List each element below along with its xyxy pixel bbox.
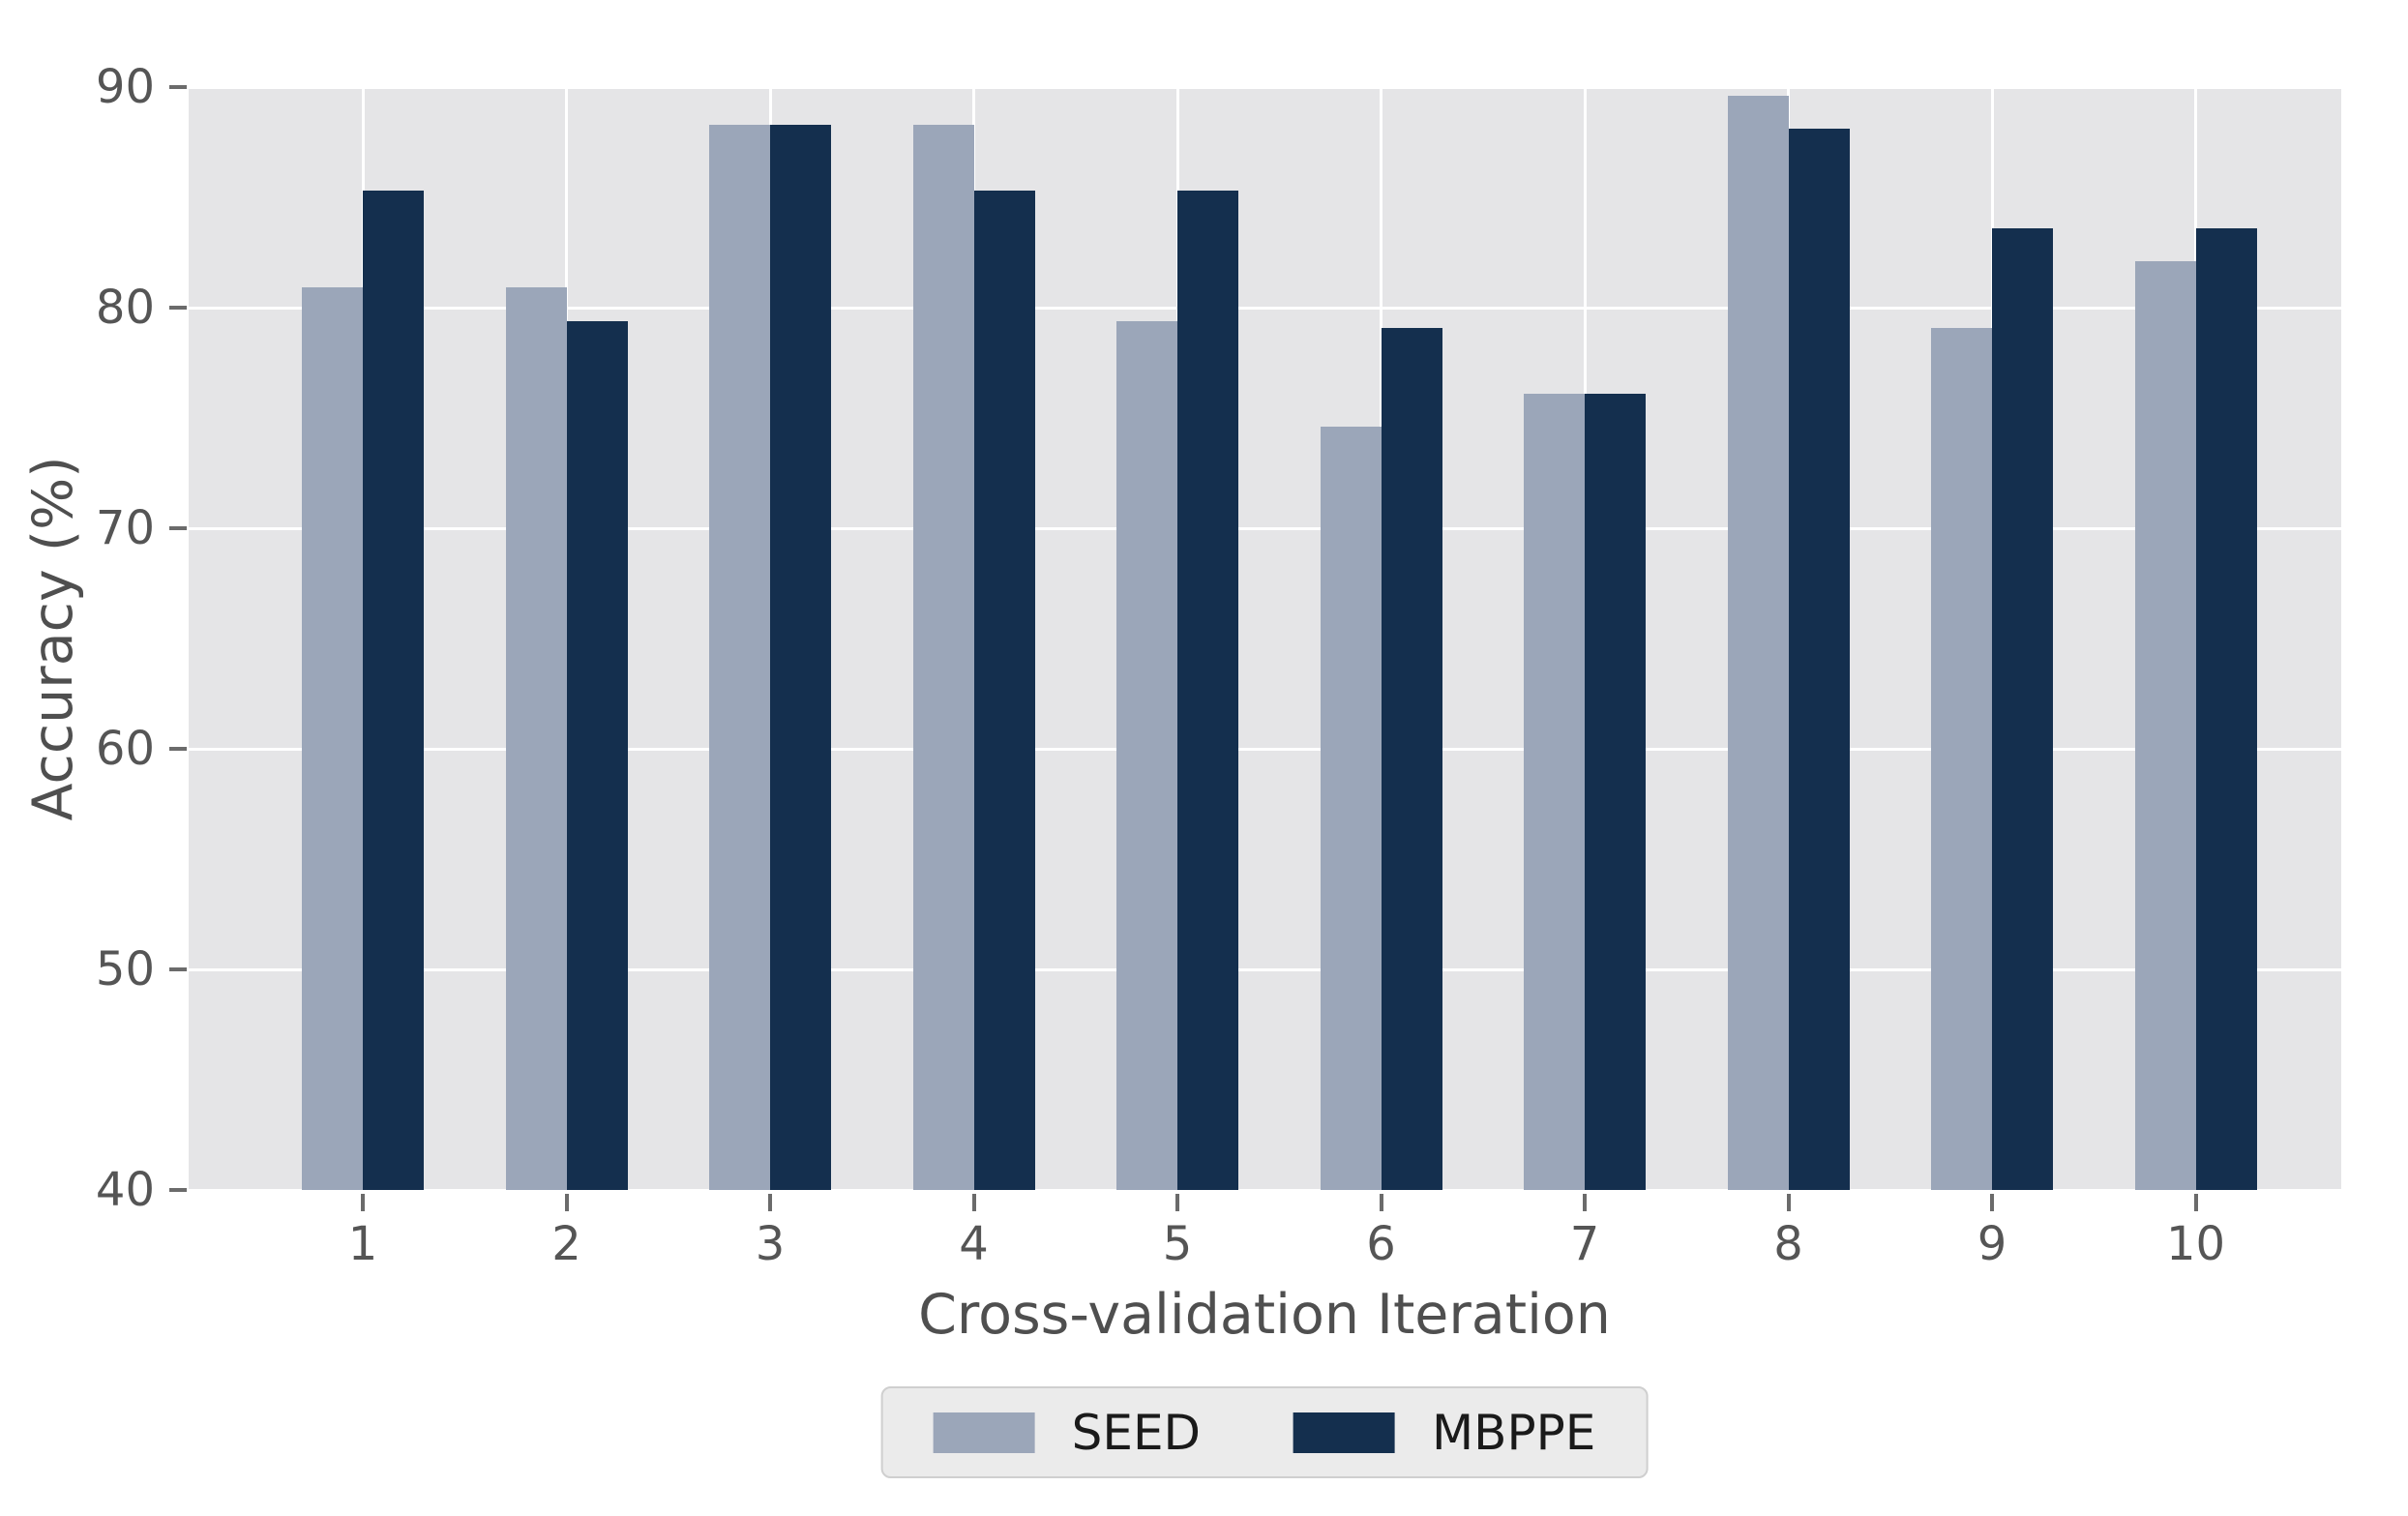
- legend-label-seed: SEED: [1071, 1404, 1202, 1461]
- y-tick-mark-90: [169, 85, 187, 89]
- bar-seed-5: [1116, 320, 1177, 1190]
- bar-seed-1: [302, 287, 363, 1190]
- legend-item-seed: SEED: [933, 1404, 1202, 1461]
- bar-mbppe-5: [1177, 191, 1238, 1190]
- x-tick-mark-6: [1379, 1194, 1383, 1211]
- x-tick-label-9: 9: [1977, 1217, 2007, 1271]
- x-tick-mark-3: [768, 1194, 772, 1211]
- y-tick-mark-50: [169, 967, 187, 971]
- x-tick-label-10: 10: [2165, 1217, 2226, 1271]
- y-tick-label-50: 50: [95, 942, 155, 996]
- y-tick-mark-60: [169, 747, 187, 751]
- y-tick-label-40: 40: [95, 1163, 155, 1217]
- bar-seed-8: [1727, 96, 1789, 1190]
- bar-mbppe-3: [770, 124, 831, 1190]
- bar-seed-7: [1524, 393, 1585, 1190]
- y-tick-label-80: 80: [95, 281, 155, 335]
- x-tick-label-7: 7: [1569, 1217, 1600, 1271]
- gridline-h-70: [189, 526, 2341, 530]
- gridline-h-90: [189, 85, 2341, 89]
- bar-mbppe-7: [1585, 393, 1646, 1190]
- y-tick-mark-70: [169, 526, 187, 530]
- plot-area: [189, 85, 2341, 1192]
- seed-swatch: [933, 1412, 1035, 1453]
- x-tick-label-6: 6: [1366, 1217, 1396, 1271]
- bar-seed-3: [709, 124, 770, 1190]
- y-tick-label-60: 60: [95, 722, 155, 776]
- bar-mbppe-6: [1381, 327, 1442, 1190]
- x-tick-label-4: 4: [959, 1217, 989, 1271]
- gridline-h-50: [189, 967, 2341, 971]
- legend-label-mbppe: MBPPE: [1432, 1404, 1596, 1461]
- y-tick-mark-80: [169, 306, 187, 310]
- bar-mbppe-1: [363, 191, 424, 1190]
- bar-seed-6: [1320, 427, 1382, 1190]
- y-tick-mark-40: [169, 1188, 187, 1192]
- bar-seed-2: [505, 287, 567, 1190]
- mbppe-swatch: [1293, 1412, 1396, 1453]
- bar-seed-4: [912, 124, 974, 1190]
- x-tick-label-3: 3: [755, 1217, 786, 1271]
- x-tick-mark-9: [1990, 1194, 1994, 1211]
- y-tick-label-90: 90: [95, 60, 155, 114]
- x-tick-mark-1: [361, 1194, 365, 1211]
- bar-mbppe-2: [566, 320, 628, 1190]
- bar-mbppe-4: [973, 191, 1035, 1190]
- x-tick-mark-2: [564, 1194, 569, 1211]
- bar-mbppe-10: [2195, 227, 2257, 1190]
- gridline-h-80: [189, 306, 2341, 310]
- x-tick-label-1: 1: [347, 1217, 378, 1271]
- x-tick-mark-4: [971, 1194, 976, 1211]
- x-tick-label-2: 2: [551, 1217, 581, 1271]
- y-tick-label-70: 70: [95, 501, 155, 555]
- y-axis-title: Accuracy (%): [21, 456, 85, 821]
- bar-mbppe-9: [1992, 227, 2053, 1190]
- x-tick-mark-5: [1175, 1194, 1179, 1211]
- legend-item-mbppe: MBPPE: [1293, 1409, 1595, 1457]
- gridline-h-60: [189, 747, 2341, 751]
- x-axis-title: Cross-validation Iteration: [918, 1283, 1611, 1347]
- x-tick-mark-7: [1583, 1194, 1587, 1211]
- bar-seed-10: [2134, 261, 2196, 1190]
- x-tick-mark-10: [2193, 1194, 2198, 1211]
- legend: SEED MBPPE: [880, 1386, 1649, 1478]
- x-tick-label-5: 5: [1162, 1217, 1193, 1271]
- x-tick-label-8: 8: [1773, 1217, 1803, 1271]
- bar-mbppe-8: [1788, 129, 1850, 1190]
- bar-seed-9: [1931, 327, 1992, 1190]
- gridline-h-40: [189, 1188, 2341, 1192]
- x-tick-mark-8: [1786, 1194, 1791, 1211]
